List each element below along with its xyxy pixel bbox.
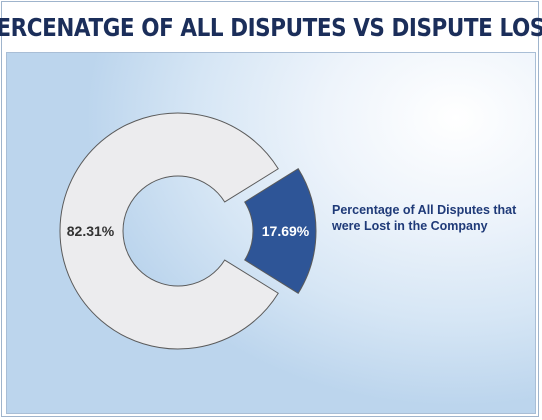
data-label-lost: 17.69%	[262, 223, 310, 239]
chart-title: PERCENATGE OF ALL DISPUTES VS DISPUTE LO…	[0, 13, 542, 42]
title-bar: PERCENATGE OF ALL DISPUTES VS DISPUTE LO…	[2, 2, 538, 52]
plot-area: 17.69% 82.31% Percentage of All Disputes …	[6, 52, 536, 414]
data-label-remaining: 82.31%	[67, 223, 115, 239]
series-label-lost: Percentage of All Disputes that were Los…	[332, 202, 522, 234]
